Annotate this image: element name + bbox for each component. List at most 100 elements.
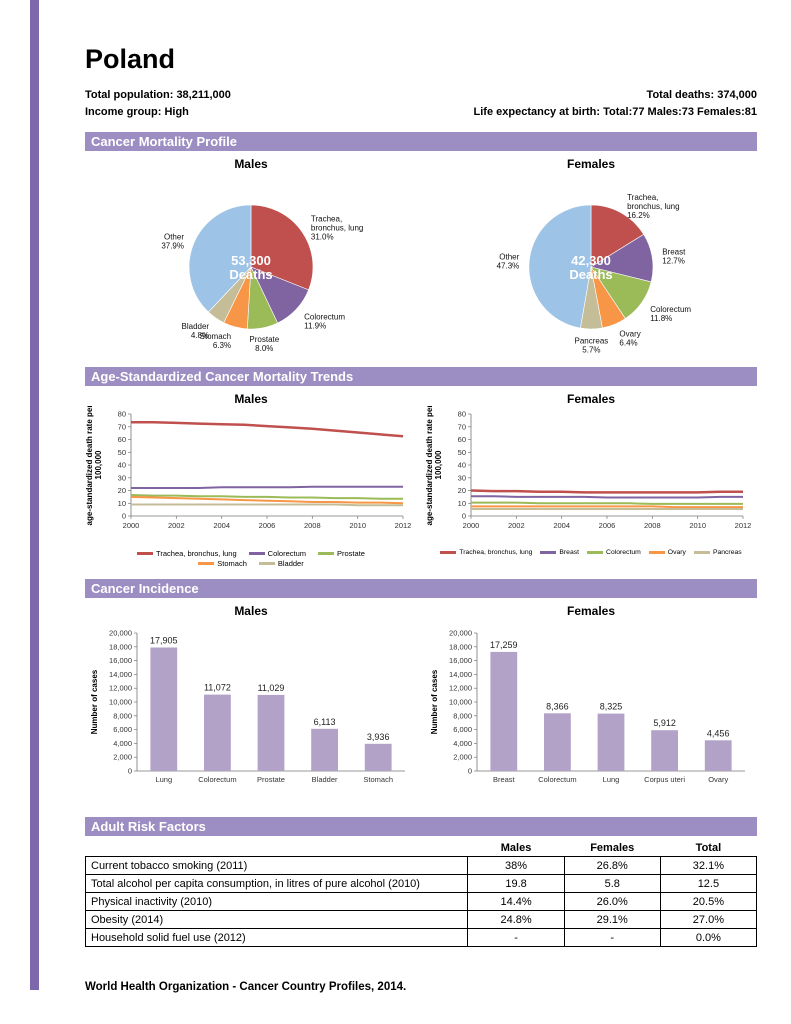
svg-text:10,000: 10,000 [449, 698, 472, 707]
pie-label: 5.7% [582, 346, 600, 355]
legend-swatch [137, 552, 154, 556]
svg-text:0: 0 [462, 512, 466, 521]
risk-total: 32.1% [659, 856, 758, 876]
bar-value-label: 8,325 [600, 702, 623, 712]
page-title: Poland [85, 44, 176, 74]
chart-legend: Trachea, bronchus, lung Colorectum Prostat… [126, 549, 376, 568]
trend-line-ovary [471, 505, 743, 509]
bar-value-label: 6,113 [314, 717, 336, 727]
header-blank-cell [86, 840, 468, 857]
svg-text:2000: 2000 [463, 521, 480, 530]
pie-label: Breast [662, 248, 686, 257]
svg-text:2,000: 2,000 [113, 753, 132, 762]
trend-line-stomach [130, 495, 404, 505]
bar-males-svg: 0 2,000 4,000 6,000 8,000 10,000 12,000 14,000 1… [90, 629, 405, 784]
svg-text:20,000: 20,000 [449, 629, 472, 638]
bar-prostate [257, 694, 285, 772]
trend-line-breast [471, 495, 743, 499]
risk-males: 24.8% [467, 910, 565, 930]
svg-text:6,000: 6,000 [453, 725, 472, 734]
bar-category-label: Colorectum [198, 775, 236, 784]
pie-label: 47.3% [497, 262, 520, 271]
pie-label: 4.8% [191, 331, 209, 340]
svg-text:20: 20 [458, 486, 466, 495]
line-females-svg: 0 10 20 30 40 50 60 70 80 2000 2002 2004 2006 2008 201… [425, 406, 751, 530]
bar-value-label: 17,905 [150, 636, 178, 646]
legend-swatch [693, 551, 710, 555]
pie-label: Ovary [619, 329, 640, 338]
chart-title: Males [234, 157, 268, 172]
bar-value-label: 5,912 [653, 718, 676, 728]
line-males-svg: 0 10 20 30 40 50 60 70 80 2000 2002 2004 2006 2008 201… [85, 406, 411, 530]
pie-label: Other [499, 253, 519, 262]
bar-category-label: Lung [155, 775, 172, 784]
bar-category-label: Corpus uteri [644, 775, 685, 784]
pie-label: 6.3% [213, 341, 231, 350]
trend-line-trachea-bronchus-lung [470, 489, 743, 494]
svg-text:8,000: 8,000 [453, 711, 472, 720]
risk-total: 0.0% [659, 928, 758, 948]
incidence-chart-males: Males 0 2,000 4,000 6,000 8,000 10,000 12,000 14… [85, 602, 417, 806]
trend-line-colorectum [131, 485, 403, 490]
pie-slice-other [528, 204, 592, 329]
pie-label: 37.9% [161, 242, 184, 251]
bar-ovary [704, 740, 732, 772]
legend-swatch [318, 552, 335, 556]
svg-text:20: 20 [118, 486, 126, 495]
svg-text:30: 30 [458, 473, 466, 482]
total-population: Total population: 38,211,000 [85, 89, 231, 101]
svg-text:20,000: 20,000 [109, 629, 132, 638]
pie-center-value: 42,300 [571, 253, 611, 268]
pie-slice-other [188, 204, 252, 313]
risk-females: - [563, 928, 661, 948]
pie-label: Trachea, [627, 193, 658, 202]
pie-slice-trachea-bronchus-lung [590, 204, 645, 268]
table-row: Current tobacco smoking (2011) 38% 26.8%… [84, 856, 758, 876]
pie-slice-trachea-bronchus-lung [250, 204, 314, 291]
legend-item-stomach: Stomach [198, 559, 247, 568]
pie-label: Stomach [200, 332, 232, 341]
left-accent-bar [30, 0, 39, 990]
svg-text:80: 80 [118, 410, 126, 419]
pie-label: Pancreas [575, 337, 609, 346]
mortality-charts-row: Males Trachea, bronchus, lung 31.0% Colorect… [85, 155, 757, 356]
bar-females-svg: 0 2,000 4,000 6,000 8,000 10,000 12,000 14,000 1… [430, 629, 745, 784]
bar-category-label: Stomach [363, 775, 393, 784]
risk-label: Household solid fuel use (2012) [84, 928, 469, 948]
risk-males: 38% [467, 856, 565, 876]
svg-text:14,000: 14,000 [449, 670, 472, 679]
risk-total: 20.5% [659, 892, 758, 912]
incidence-charts-row: Males 0 2,000 4,000 6,000 8,000 10,000 12,000 14… [85, 602, 757, 806]
pie-label: Colorectum [304, 312, 345, 321]
pie-label: bronchus, lung [311, 224, 363, 233]
svg-text:16,000: 16,000 [109, 656, 132, 665]
svg-text:30: 30 [118, 473, 126, 482]
bar-lung [150, 647, 178, 772]
risk-females: 29.1% [563, 910, 661, 930]
svg-text:60: 60 [458, 435, 466, 444]
risk-females: 26.0% [563, 892, 661, 912]
legend-item-trachea-bronchus-lung: Trachea, bronchus, lung [137, 549, 237, 558]
svg-text:2002: 2002 [168, 521, 185, 530]
svg-text:12,000: 12,000 [449, 684, 472, 693]
trend-line-bladder [131, 503, 403, 507]
risk-factors-table: Males Females Total Current tobacco smok… [84, 840, 758, 948]
chart-title: Males [234, 392, 268, 407]
bar-category-label: Colorectum [538, 775, 576, 784]
svg-text:50: 50 [118, 448, 126, 457]
table-row: Total alcohol per capita consumption, in… [84, 874, 758, 894]
legend-swatch [540, 551, 557, 555]
bar-value-label: 11,029 [258, 683, 285, 693]
svg-text:10: 10 [118, 499, 126, 508]
svg-text:10,000: 10,000 [109, 698, 132, 707]
svg-text:0: 0 [468, 767, 472, 776]
risk-label: Obesity (2014) [84, 910, 469, 930]
legend-item-ovary: Ovary [648, 549, 686, 556]
svg-text:2006: 2006 [259, 521, 276, 530]
section-header-mortality-trends: Age-Standardized Cancer Mortality Trends [85, 367, 757, 387]
pie-center-value: 53,300 [231, 253, 271, 268]
bar-category-label: Ovary [708, 775, 728, 784]
legend-item-colorectum: Colorectum [248, 549, 306, 558]
header-stats: Total population: 38,211,000 Income grou… [85, 87, 757, 121]
